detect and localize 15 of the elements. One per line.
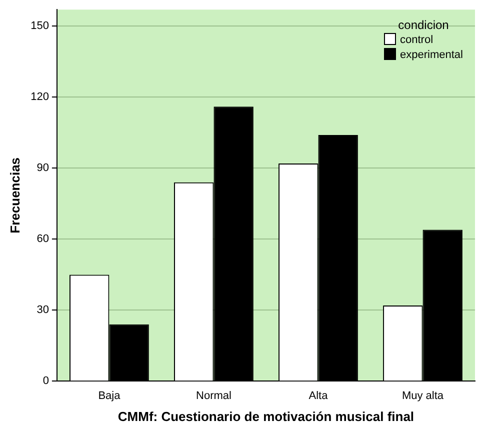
y-tick-label: 120 [30,91,49,104]
y-axis-title: Frecuencias [7,157,22,234]
y-tick-label: 0 [42,375,49,388]
legend-label: experimental [400,48,463,61]
y-tick-label: 30 [36,304,49,316]
x-axis-title: CMMf: Cuestionario de motivación musical final [118,408,414,424]
legend-label: control [400,34,434,46]
x-tick-label: Normal [196,390,232,402]
x-tick-label: Alta [308,390,329,402]
legend-title: condicion [397,18,450,33]
x-tick-label: Muy alta [402,390,444,402]
y-tick-label: 90 [36,162,49,174]
x-tick-label: Baja [98,390,122,402]
y-tick-label: 60 [36,233,49,246]
y-tick-label: 150 [30,20,49,32]
